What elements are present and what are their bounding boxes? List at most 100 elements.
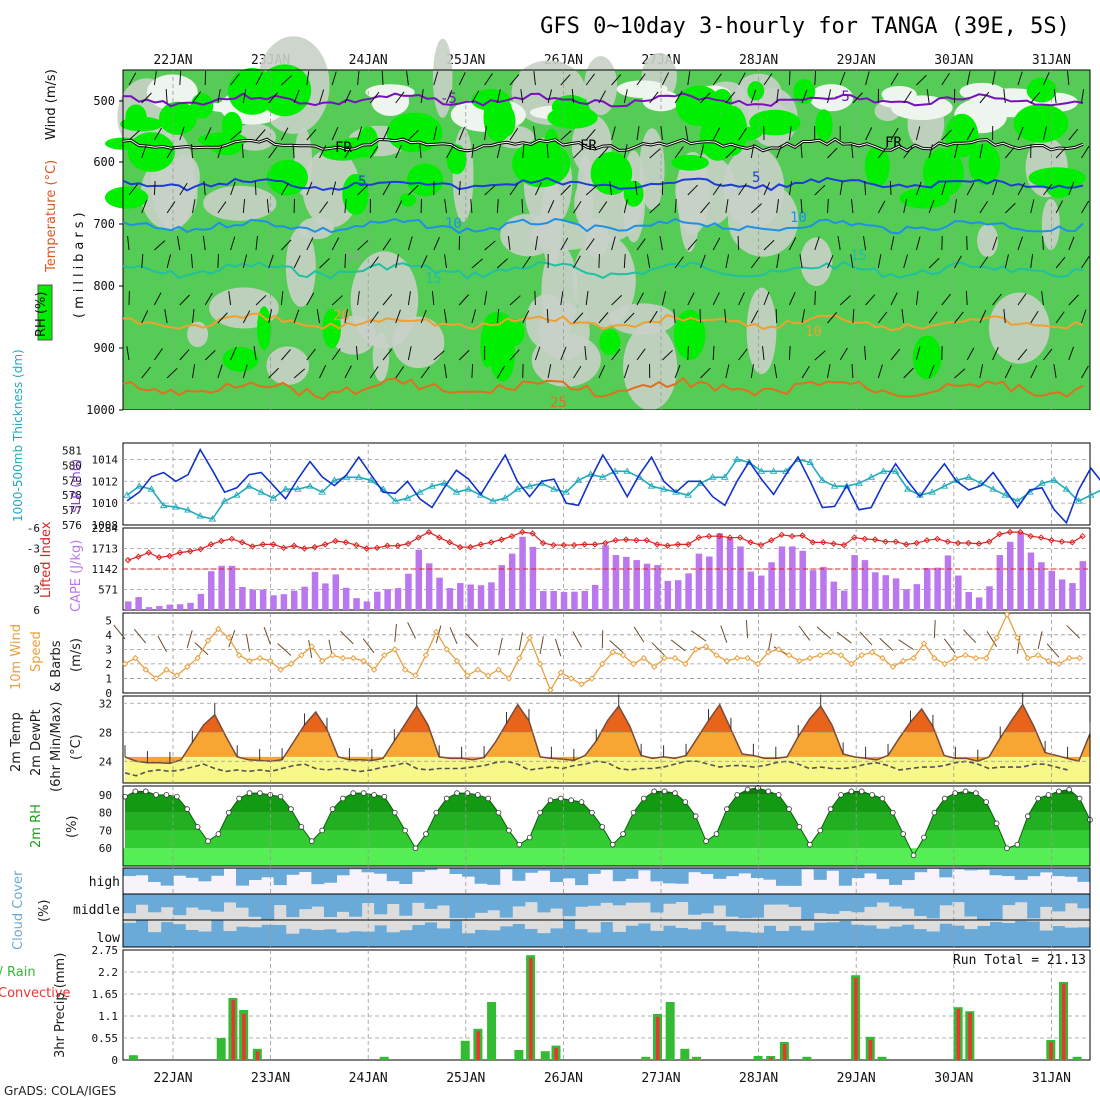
cape-bar: [249, 589, 257, 610]
cloud-high-bar: [587, 868, 601, 874]
li-marker: [519, 528, 526, 536]
wind-barb: [725, 254, 730, 269]
date-label-top: 24JAN: [349, 53, 388, 68]
cloud-low-bar: [600, 920, 614, 923]
series-marker: [294, 485, 302, 492]
li-marker: [373, 544, 381, 552]
wind-barb: [419, 144, 422, 159]
cloud-middle-bar: [273, 894, 287, 906]
cape-bar: [664, 580, 672, 610]
rh-moist-patch: [899, 188, 950, 209]
cloud-high-bar: [989, 868, 1003, 876]
wind-barb: [623, 364, 630, 379]
precip-label-b: Convective: [0, 986, 71, 1001]
rh-marker: [568, 797, 574, 804]
wind-barb: [507, 236, 511, 251]
cloud-high-bar: [1077, 868, 1091, 882]
wind-barb: [179, 126, 185, 141]
cloud-low-bar: [499, 920, 513, 927]
wind-barb: [496, 258, 508, 269]
wind-barb: [1081, 145, 1090, 159]
wind-barb: [903, 90, 912, 104]
cloud-middle-bar: [713, 894, 727, 906]
wind-barb: [585, 238, 595, 251]
cape-bar: [384, 589, 391, 610]
precip-convective-bar: [854, 978, 858, 1060]
cape-bar: [353, 598, 360, 610]
run-total: Run Total = 21.13: [953, 953, 1086, 968]
rh-colorbar: [37, 284, 53, 341]
precip-label-c: 3hr Precip (mm): [53, 953, 68, 1058]
wind-barb: [852, 92, 863, 104]
series-marker: [269, 494, 278, 501]
rh-moist-patch: [483, 93, 514, 142]
cloud-middle-bar: [236, 894, 250, 908]
precip-tick-label: 0.55: [92, 1032, 119, 1045]
wind-barb: [446, 89, 453, 104]
wind-barb: [750, 256, 761, 269]
wind10-label-c: & Barbs: [49, 640, 64, 692]
rh-marker: [1066, 786, 1073, 793]
wind-barb: [712, 292, 720, 306]
wind-barb: [851, 363, 854, 379]
wind-barb: [623, 312, 635, 324]
series-marker: [172, 503, 180, 510]
li-marker: [560, 541, 568, 549]
series-marker: [660, 485, 668, 492]
rh-marker: [796, 824, 803, 830]
cape-bar: [768, 562, 775, 610]
wind-barb: [433, 236, 440, 251]
wind-barb: [444, 199, 447, 214]
wind-barb: [253, 346, 257, 361]
rh-marker: [993, 820, 1000, 827]
wind-barb: [725, 199, 729, 214]
wind10-barb: [859, 631, 873, 646]
wind-barb: [901, 309, 905, 324]
cloud-high-bar: [876, 868, 890, 880]
wind-barb: [687, 345, 689, 361]
rh-marker: [402, 827, 408, 834]
wind10-marker: [308, 643, 315, 650]
li-marker: [736, 534, 744, 541]
contour-10: [122, 217, 1084, 235]
cloud-middle-bar: [135, 894, 149, 905]
li-marker: [788, 532, 796, 540]
precip-total-bar: [379, 1056, 389, 1060]
cloud-cover-panel: high middle low: [73, 867, 1091, 948]
wind-barb: [357, 240, 369, 251]
rh-dry-patch: [266, 346, 310, 385]
wind-barb: [369, 256, 379, 269]
wind-barb: [560, 346, 567, 361]
wind10-marker: [733, 654, 741, 662]
cloud-middle-bar: [914, 894, 928, 916]
lifted-index-label: Lifted Index: [39, 521, 54, 598]
series-marker: [989, 485, 997, 492]
wind-barb: [800, 144, 803, 159]
rh-marker: [1076, 795, 1083, 802]
series-marker: [1001, 491, 1010, 498]
wind-barb: [217, 312, 228, 324]
rh-moist-patch: [1013, 104, 1069, 143]
rh-moist-patch: [912, 335, 942, 380]
date-label-bottom: 28JAN: [739, 1071, 778, 1086]
wind-barb: [241, 144, 244, 159]
cloud-middle-bar: [650, 894, 664, 913]
precip-total-bar: [665, 1002, 675, 1060]
series-marker: [233, 491, 241, 498]
wind-barb: [484, 240, 496, 251]
cape-bar: [986, 586, 993, 610]
cloud-middle-bar: [524, 894, 538, 903]
wind-barb: [254, 180, 257, 196]
wind-barb: [268, 254, 274, 269]
series-line: [126, 458, 1100, 520]
wind-barb: [674, 90, 683, 104]
wind-barb: [674, 364, 681, 379]
wind-barb: [268, 367, 279, 379]
series-marker: [623, 467, 631, 474]
series-marker: [904, 485, 912, 492]
cape-bar: [301, 586, 308, 610]
wind-barb: [420, 309, 427, 324]
wind-barb: [331, 295, 343, 306]
wind-barb: [408, 184, 419, 196]
cloud-high-bar: [160, 868, 174, 886]
